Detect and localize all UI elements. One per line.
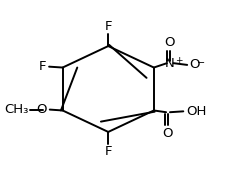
Text: F: F	[104, 145, 112, 158]
Text: O: O	[188, 58, 199, 71]
Text: OH: OH	[185, 105, 206, 118]
Text: O: O	[164, 36, 174, 49]
Text: F: F	[104, 20, 112, 33]
Text: +: +	[174, 56, 182, 64]
Text: CH₃: CH₃	[4, 103, 28, 116]
Text: O: O	[162, 127, 172, 140]
Text: F: F	[39, 60, 46, 73]
Text: N: N	[164, 57, 174, 70]
Text: O: O	[36, 103, 46, 116]
Text: −: −	[196, 58, 204, 68]
